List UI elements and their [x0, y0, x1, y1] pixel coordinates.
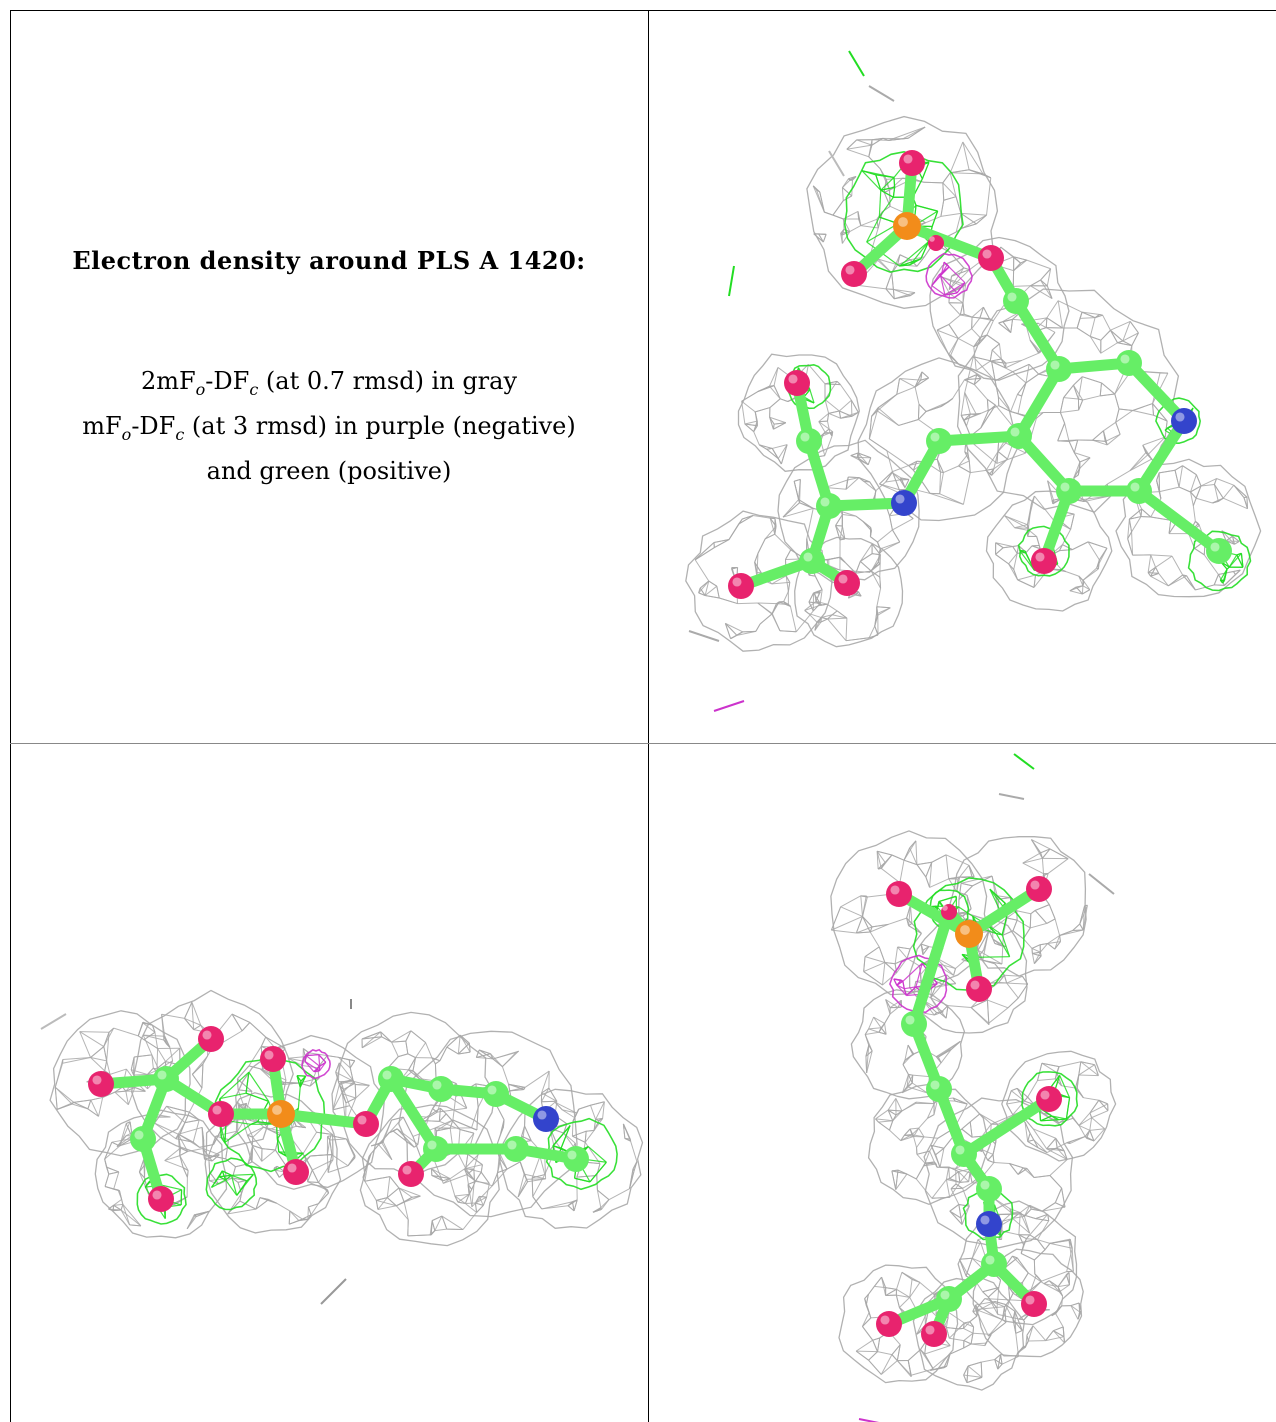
atom	[283, 1159, 309, 1185]
atom	[208, 1101, 234, 1127]
atom	[1056, 478, 1082, 504]
atom	[796, 428, 822, 454]
atom	[941, 904, 957, 920]
atom	[834, 570, 860, 596]
view-bottom-left	[11, 744, 648, 1422]
atom	[428, 1076, 454, 1102]
legend-line-difference: mFo-DFc (at 3 rmsd) in purple (negative)	[82, 411, 576, 444]
center-divider	[648, 10, 649, 1422]
legend-line-colors: and green (positive)	[206, 456, 452, 485]
atom	[130, 1126, 156, 1152]
view-bottom-right	[649, 744, 1276, 1422]
atom	[1116, 350, 1142, 376]
density-mesh	[830, 830, 990, 996]
atom	[533, 1106, 559, 1132]
molecule-view-icon	[830, 753, 1117, 1422]
atom	[1126, 478, 1152, 504]
atom	[423, 1136, 449, 1162]
atom	[928, 235, 944, 251]
figure-grid: Electron density around PLS A 1420: 2mFo…	[10, 10, 1276, 1422]
atom	[955, 920, 983, 948]
atom	[1031, 548, 1057, 574]
bond	[1013, 363, 1065, 442]
atom	[841, 261, 867, 287]
atom	[483, 1081, 509, 1107]
atom	[901, 1011, 927, 1037]
atom	[728, 573, 754, 599]
atom	[936, 1286, 962, 1312]
atom	[148, 1186, 174, 1212]
atom	[1171, 408, 1197, 434]
density-mesh	[1001, 1050, 1117, 1162]
molecule-view-icon	[685, 50, 1262, 712]
atom	[886, 881, 912, 907]
atom	[267, 1100, 295, 1128]
atom	[353, 1111, 379, 1137]
atom	[799, 548, 825, 574]
top-border	[10, 10, 1276, 11]
atom	[1026, 876, 1052, 902]
molecule-view-icon	[40, 989, 644, 1305]
atom	[1003, 288, 1029, 314]
atom	[899, 150, 925, 176]
bond	[901, 220, 997, 264]
atom	[153, 1066, 179, 1092]
atom	[893, 212, 921, 240]
atom	[926, 1076, 952, 1102]
atom	[951, 1141, 977, 1167]
bond	[275, 1108, 372, 1130]
density-mesh	[867, 1083, 992, 1206]
bond	[1133, 485, 1225, 557]
atom	[926, 428, 952, 454]
atom	[1206, 538, 1232, 564]
bond	[1133, 415, 1190, 497]
legend-line-gray: 2mFo-DFc (at 0.7 rmsd) in gray	[140, 367, 518, 399]
bond	[933, 430, 1025, 447]
atom	[816, 493, 842, 519]
atom	[1046, 356, 1072, 382]
atom	[1036, 1086, 1062, 1112]
atom	[1006, 423, 1032, 449]
density-mesh	[806, 115, 999, 309]
map-legend: 2mFo-DFc (at 0.7 rmsd) in gray mFo-DFc (…	[10, 363, 648, 490]
atom	[966, 976, 992, 1002]
atom	[198, 1026, 224, 1052]
atom	[1021, 1291, 1047, 1317]
bond	[1123, 357, 1190, 427]
density-mesh	[925, 252, 973, 299]
view-top-right	[649, 11, 1276, 743]
atom	[88, 1071, 114, 1097]
figure-title: Electron density around PLS A 1420:	[72, 246, 586, 275]
atom	[260, 1046, 286, 1072]
density-mesh	[301, 1048, 331, 1079]
atom	[978, 245, 1004, 271]
atom	[981, 1251, 1007, 1277]
atom	[976, 1176, 1002, 1202]
atom	[876, 1311, 902, 1337]
bond	[385, 1073, 442, 1155]
left-border	[10, 10, 11, 1422]
atom	[891, 490, 917, 516]
bond	[908, 906, 955, 1030]
atom	[378, 1066, 404, 1092]
density-mesh	[359, 1104, 502, 1247]
bond	[958, 1093, 1055, 1160]
middle-divider	[10, 743, 1276, 744]
atom	[398, 1161, 424, 1187]
bond	[1010, 295, 1065, 375]
caption-panel: Electron density around PLS A 1420: 2mFo…	[10, 10, 648, 743]
density-mesh	[843, 150, 964, 273]
atom	[503, 1136, 529, 1162]
atom	[921, 1321, 947, 1347]
atom	[784, 370, 810, 396]
atom	[976, 1211, 1002, 1237]
density-mesh	[794, 536, 904, 648]
atom	[563, 1146, 589, 1172]
density-mesh	[685, 510, 833, 652]
density-mesh	[205, 1157, 258, 1211]
